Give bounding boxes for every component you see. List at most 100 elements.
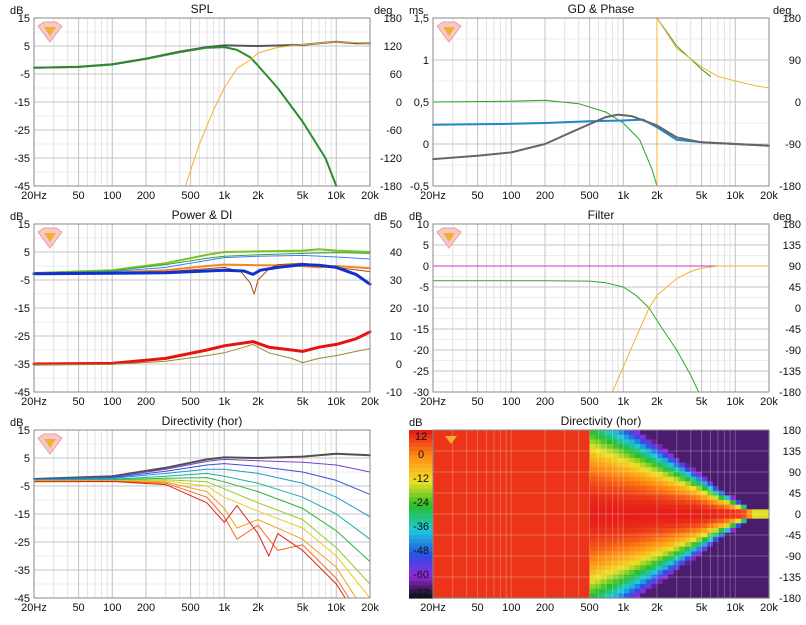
- heatmap-cell: [528, 523, 535, 529]
- heatmap-cell: [741, 500, 748, 506]
- heatmap-cell: [729, 593, 736, 599]
- heatmap-cell: [735, 532, 742, 538]
- heatmap-cell: [455, 448, 462, 454]
- x-tick-label: 5k: [297, 190, 309, 202]
- heatmap-cell: [724, 486, 731, 492]
- heatmap-cell: [735, 430, 742, 436]
- heatmap-cell: [617, 546, 624, 552]
- heatmap-cell: [444, 514, 451, 520]
- heatmap-cell: [679, 593, 686, 599]
- heatmap-cell: [472, 551, 479, 557]
- heatmap-cell: [713, 448, 720, 454]
- heatmap-cell: [651, 532, 658, 538]
- heatmap-cell: [662, 579, 669, 585]
- heatmap-cell: [528, 462, 535, 468]
- heatmap-cell: [433, 444, 440, 450]
- heatmap-cell: [718, 528, 725, 534]
- heatmap-cell: [511, 546, 518, 552]
- heatmap-cell: [567, 565, 574, 571]
- heatmap-cell: [567, 448, 574, 454]
- heatmap-cell: [640, 523, 647, 529]
- heatmap-cell: [617, 593, 624, 599]
- heatmap-cell: [561, 556, 568, 562]
- heatmap-cell: [690, 537, 697, 543]
- heatmap-cell: [640, 434, 647, 440]
- heatmap-cell: [623, 523, 630, 529]
- heatmap-cell: [522, 579, 529, 585]
- heatmap-cell: [612, 467, 619, 473]
- heatmap-cell: [601, 593, 608, 599]
- heatmap-cell: [584, 537, 591, 543]
- heatmap-cell: [455, 565, 462, 571]
- heatmap-cell: [735, 574, 742, 580]
- series-line-8: [33, 480, 357, 599]
- heatmap-cell: [690, 458, 697, 464]
- heatmap-cell: [617, 486, 624, 492]
- heatmap-cell: [466, 593, 473, 599]
- heatmap-cell: [461, 551, 468, 557]
- heatmap-cell: [668, 556, 675, 562]
- heatmap-cell: [634, 486, 641, 492]
- y2-tick-label: 180: [783, 13, 801, 25]
- heatmap-cell: [634, 514, 641, 520]
- heatmap-cell: [533, 434, 540, 440]
- heatmap-cell: [539, 556, 546, 562]
- heatmap-cell: [505, 467, 512, 473]
- y-tick-label: 5: [24, 453, 30, 465]
- heatmap-cell: [533, 486, 540, 492]
- heatmap-cell: [461, 430, 468, 436]
- heatmap-cell: [573, 556, 580, 562]
- heatmap-cell: [752, 579, 759, 585]
- heatmap-cell: [533, 551, 540, 557]
- heatmap-cell: [746, 565, 753, 571]
- heatmap-cell: [673, 528, 680, 534]
- y2-tick-label: 20: [390, 303, 402, 315]
- heatmap-cell: [517, 584, 524, 590]
- heatmap-cell: [466, 430, 473, 436]
- heatmap-cell: [679, 532, 686, 538]
- heatmap-cell: [634, 570, 641, 576]
- heatmap-cell: [578, 462, 585, 468]
- y2-tick-label: 0: [396, 97, 402, 109]
- heatmap-cell: [578, 430, 585, 436]
- heatmap-cell: [533, 472, 540, 478]
- colorbar-band: [409, 497, 433, 502]
- heatmap-cell: [696, 486, 703, 492]
- heatmap-cell: [472, 434, 479, 440]
- heatmap-cell: [505, 504, 512, 510]
- heatmap-cell: [449, 565, 456, 571]
- heatmap-cell: [601, 551, 608, 557]
- heatmap-cell: [528, 504, 535, 510]
- heatmap-cell: [690, 565, 697, 571]
- heatmap-cell: [746, 500, 753, 506]
- series-line-2: [184, 41, 371, 187]
- heatmap-cell: [556, 546, 563, 552]
- heatmap-cell: [617, 500, 624, 506]
- heatmap-cell: [533, 542, 540, 548]
- heatmap-cell: [735, 448, 742, 454]
- heatmap-cell: [617, 453, 624, 459]
- heatmap-cell: [556, 439, 563, 445]
- left-unit-label: ms: [409, 5, 424, 17]
- heatmap-cell: [673, 579, 680, 585]
- x-tick-label: 1k: [617, 396, 629, 408]
- heatmap-cell: [679, 476, 686, 482]
- heatmap-cell: [573, 523, 580, 529]
- heatmap-cell: [494, 444, 501, 450]
- colorbar-band: [409, 547, 433, 553]
- heatmap-cell: [645, 495, 652, 501]
- heatmap-cell: [466, 532, 473, 538]
- heatmap-cell: [645, 537, 652, 543]
- heatmap-cell: [466, 504, 473, 510]
- y-tick-label: -0,5: [410, 181, 429, 193]
- heatmap-cell: [573, 574, 580, 580]
- heatmap-cell: [556, 448, 563, 454]
- heatmap-cell: [483, 458, 490, 464]
- colorbar: 120-12-24-36-48-60-72: [409, 430, 433, 599]
- heatmap-cell: [629, 584, 636, 590]
- heatmap-cell: [461, 542, 468, 548]
- y2-tick-label: 90: [789, 467, 801, 479]
- heatmap-cell: [612, 439, 619, 445]
- heatmap-cell: [696, 532, 703, 538]
- heatmap-cell: [713, 551, 720, 557]
